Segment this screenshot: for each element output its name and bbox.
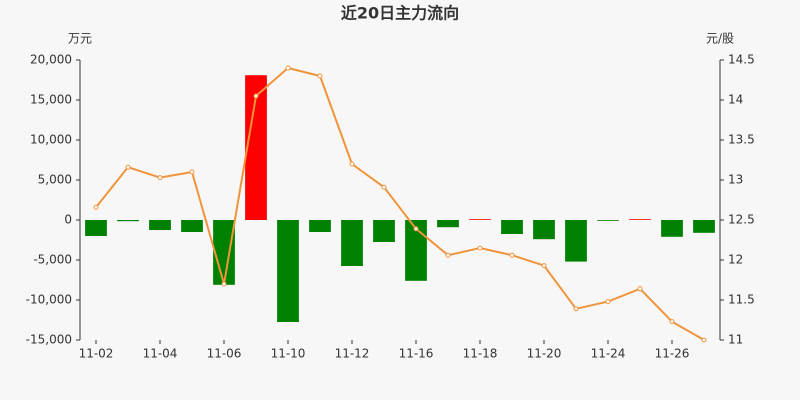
y-tick-label: -15,000 xyxy=(26,333,72,347)
x-tick-label: 11-24 xyxy=(591,347,626,361)
price-point xyxy=(285,65,291,71)
y-tick-label: 15,000 xyxy=(30,93,72,107)
price-point xyxy=(125,164,131,170)
price-point xyxy=(509,252,515,258)
y2-axis-unit: 元/股 xyxy=(706,32,734,46)
bar xyxy=(341,220,363,266)
price-point xyxy=(189,169,195,175)
x-tick-label: 11-20 xyxy=(527,347,562,361)
y2-tick-label: 11.5 xyxy=(728,293,755,307)
bar xyxy=(661,220,683,237)
bar xyxy=(213,220,235,285)
y2-tick-label: 14 xyxy=(728,93,743,107)
bar xyxy=(245,75,267,220)
bar xyxy=(149,220,171,230)
y-tick-label: 10,000 xyxy=(30,133,72,147)
y2-tick-label: 14.5 xyxy=(728,53,755,67)
price-point xyxy=(253,93,259,99)
y-axis-unit: 万元 xyxy=(68,32,92,46)
y-tick-label: 5,000 xyxy=(38,173,72,187)
x-tick-label: 11-06 xyxy=(207,347,242,361)
bar xyxy=(629,219,651,220)
bar xyxy=(117,220,139,222)
price-point xyxy=(381,184,387,190)
price-point xyxy=(445,252,451,258)
y2-tick-label: 13 xyxy=(728,173,743,187)
price-point xyxy=(477,245,483,251)
bar xyxy=(693,220,715,233)
x-tick-label: 11-26 xyxy=(655,347,690,361)
bar xyxy=(405,220,427,281)
x-tick-label: 11-02 xyxy=(79,347,114,361)
price-point xyxy=(637,286,643,292)
bar xyxy=(533,220,555,240)
y2-tick-label: 12.5 xyxy=(728,213,755,227)
bar xyxy=(437,220,459,228)
bar xyxy=(277,220,299,322)
x-tick-label: 11-16 xyxy=(399,347,434,361)
price-point xyxy=(541,263,547,269)
y-tick-label: 20,000 xyxy=(30,53,72,67)
bar xyxy=(373,220,395,242)
price-point xyxy=(701,337,707,343)
x-tick-label: 11-18 xyxy=(463,347,498,361)
chart-title: 近20日主力流向 xyxy=(341,4,459,23)
bar xyxy=(597,220,619,221)
price-point xyxy=(317,73,323,79)
price-point xyxy=(349,161,355,167)
price-point xyxy=(221,281,227,287)
y2-tick-label: 11 xyxy=(728,333,743,347)
price-point xyxy=(93,204,99,210)
price-point xyxy=(413,226,419,232)
bar xyxy=(565,220,587,262)
price-point xyxy=(605,299,611,305)
x-tick-label: 11-12 xyxy=(335,347,370,361)
x-tick-label: 11-04 xyxy=(143,347,178,361)
bar xyxy=(85,220,107,236)
y2-tick-label: 13.5 xyxy=(728,133,755,147)
y2-tick-label: 12 xyxy=(728,253,743,267)
x-tick-label: 11-10 xyxy=(271,347,306,361)
price-point xyxy=(669,319,675,325)
bar xyxy=(309,220,331,232)
bar xyxy=(469,219,491,220)
bar xyxy=(501,220,523,234)
y-tick-label: -10,000 xyxy=(26,293,72,307)
y-tick-label: -5,000 xyxy=(33,253,72,267)
price-point xyxy=(157,175,163,181)
price-line xyxy=(95,66,705,341)
price-point xyxy=(573,306,579,312)
bar xyxy=(181,220,203,232)
y-tick-label: 0 xyxy=(64,213,72,227)
